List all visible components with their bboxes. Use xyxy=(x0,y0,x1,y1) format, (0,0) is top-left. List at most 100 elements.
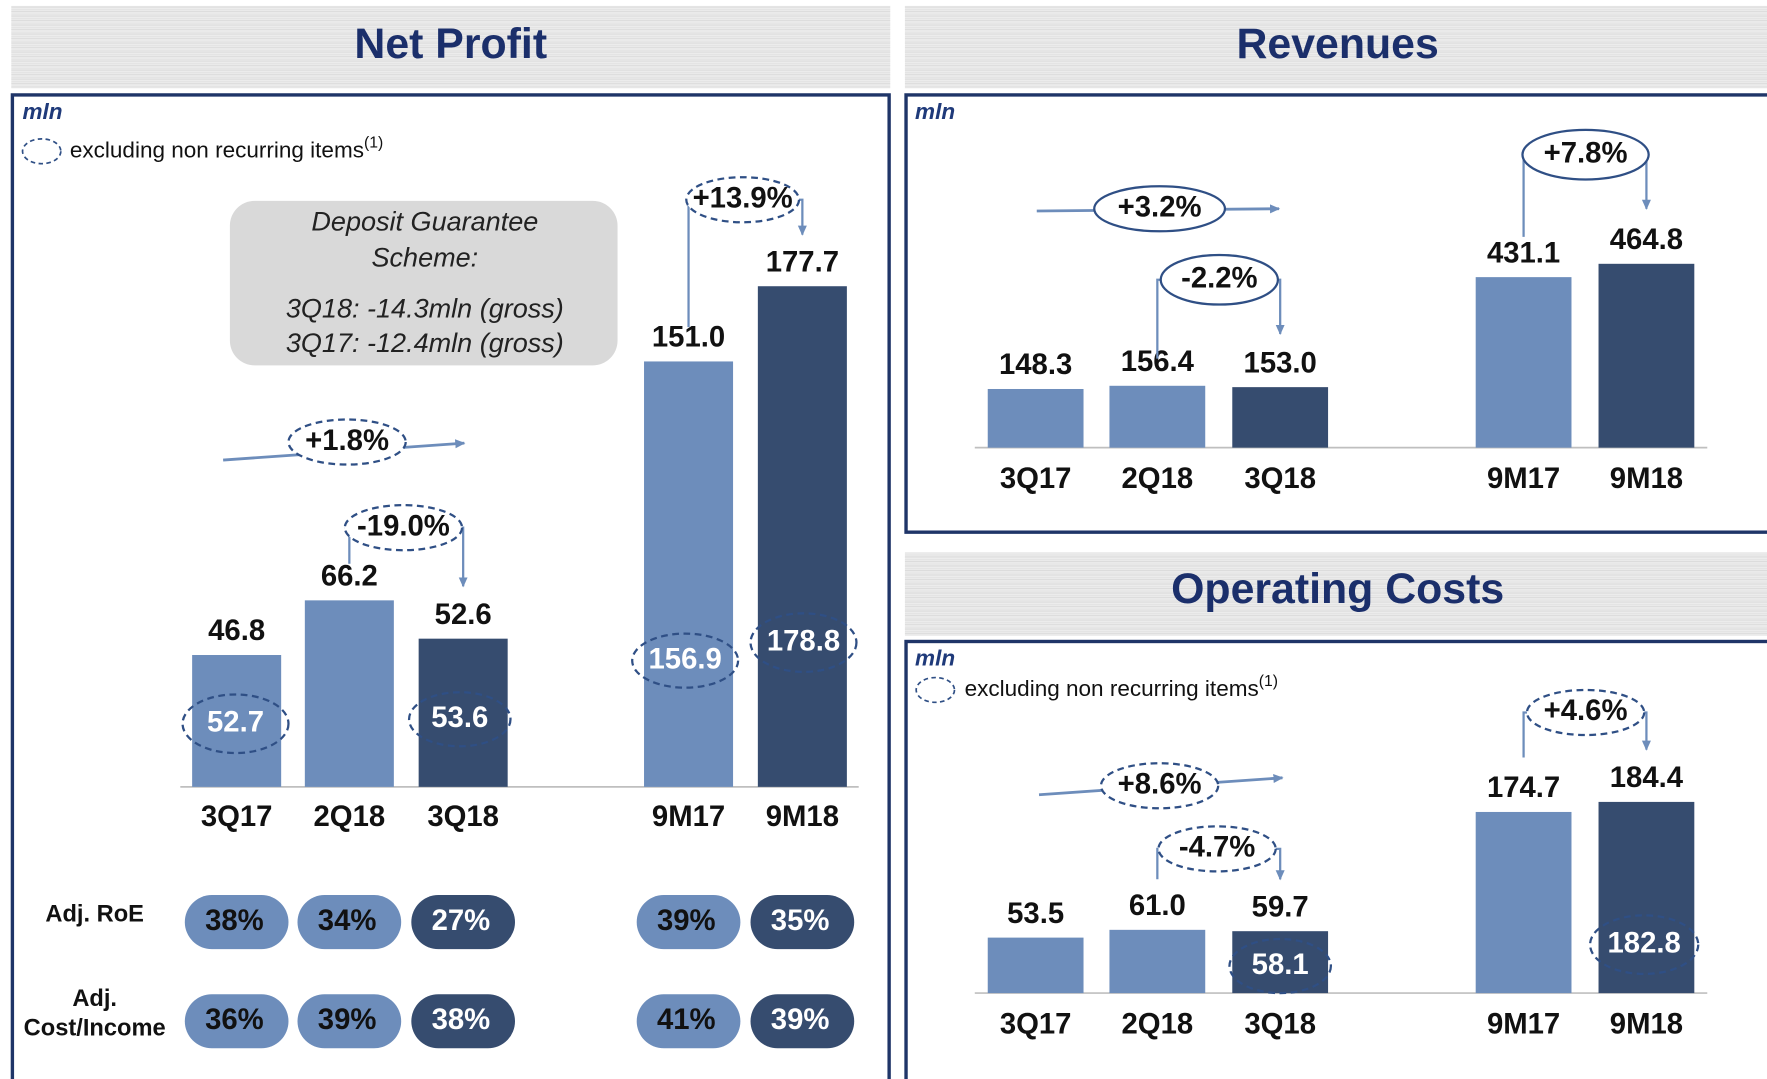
ratio-value: 39% xyxy=(657,904,716,937)
bar xyxy=(1232,387,1329,448)
adjusted-marker xyxy=(407,691,512,748)
growth-label: -2.2% xyxy=(1181,261,1258,294)
ratio-label: Adj. RoE xyxy=(45,902,144,928)
growth-bracket xyxy=(458,526,468,588)
bar xyxy=(987,937,1084,994)
ratio-pill xyxy=(411,994,515,1049)
value-label: 174.7 xyxy=(1487,771,1560,804)
adjusted-marker xyxy=(1588,914,1700,976)
growth-bubble xyxy=(1159,253,1280,306)
bar xyxy=(1109,929,1206,994)
ratio-pill xyxy=(636,994,741,1049)
growth-label: -4.7% xyxy=(1179,831,1256,864)
x-tick-label: 9M17 xyxy=(1487,462,1560,495)
value-label: 153.0 xyxy=(1244,346,1317,379)
bar xyxy=(1475,277,1572,448)
unit-label: mln xyxy=(915,645,955,670)
growth-label: +4.6% xyxy=(1544,694,1628,727)
adjusted-marker xyxy=(631,632,740,689)
adjusted-label: 156.9 xyxy=(649,642,722,675)
callout-text: 3Q18: -14.3mln (gross) xyxy=(286,293,564,323)
ratio-value: 39% xyxy=(318,1003,377,1036)
adjusted-marker xyxy=(749,612,858,674)
ratio-pill xyxy=(411,895,515,950)
x-tick-label: 9M18 xyxy=(1610,462,1683,495)
ratio-value: 34% xyxy=(318,904,377,937)
callout-text: Scheme: xyxy=(372,243,479,273)
panel xyxy=(904,93,1767,534)
growth-bubble xyxy=(1521,128,1650,181)
ratio-value: 41% xyxy=(657,1003,716,1036)
value-label: 148.3 xyxy=(999,348,1072,381)
adjusted-label: 178.8 xyxy=(767,624,840,657)
adjusted-label: 58.1 xyxy=(1252,948,1309,981)
bar xyxy=(987,388,1084,448)
value-label: 66.2 xyxy=(321,560,378,593)
x-tick-label: 3Q18 xyxy=(427,800,499,833)
growth-bracket xyxy=(1156,847,1159,880)
x-tick-label: 9M18 xyxy=(766,800,839,833)
ratio-label: Cost/Income xyxy=(24,1015,166,1041)
value-label: 61.0 xyxy=(1129,889,1186,922)
growth-bracket xyxy=(1522,153,1525,237)
growth-label: +3.2% xyxy=(1118,190,1202,223)
ratio-label: Adj. xyxy=(72,986,117,1012)
ratio-value: 36% xyxy=(205,1003,264,1036)
growth-label: +1.8% xyxy=(305,424,389,457)
ratio-pill xyxy=(297,895,402,950)
x-tick-label: 3Q17 xyxy=(1000,462,1072,495)
ratio-pill xyxy=(750,994,855,1049)
bar xyxy=(418,638,508,787)
note-text: excluding non recurring items xyxy=(965,676,1259,701)
note: excluding non recurring items(1) xyxy=(965,673,1278,701)
x-tick-label: 2Q18 xyxy=(1122,1007,1194,1040)
growth-bubble xyxy=(1099,762,1220,810)
growth-bracket xyxy=(797,198,807,236)
ratio-value: 39% xyxy=(771,1003,830,1036)
value-label: 59.7 xyxy=(1252,890,1309,923)
note-icon xyxy=(21,138,62,165)
chart-title: Net Profit xyxy=(354,20,547,68)
ratio-pill xyxy=(297,994,402,1049)
growth-bubble xyxy=(685,176,801,224)
unit-label: mln xyxy=(915,99,955,124)
growth-bracket xyxy=(1641,711,1651,751)
bar xyxy=(1109,385,1206,448)
x-tick-label: 9M17 xyxy=(652,800,725,833)
adjusted-marker xyxy=(1228,937,1333,995)
panel xyxy=(904,639,1767,1079)
note-text: excluding non recurring items xyxy=(70,137,364,162)
ratio-value: 38% xyxy=(432,1003,491,1036)
x-tick-label: 2Q18 xyxy=(1122,462,1194,495)
value-label: 177.7 xyxy=(766,245,839,278)
title-band xyxy=(904,5,1767,89)
chart-title: Revenues xyxy=(1237,20,1439,68)
adjusted-marker xyxy=(181,693,290,755)
growth-label: -19.0% xyxy=(357,509,450,542)
value-label: 184.4 xyxy=(1610,761,1684,794)
value-label: 53.5 xyxy=(1007,897,1064,930)
x-tick-label: 3Q17 xyxy=(1000,1007,1072,1040)
unit-label: mln xyxy=(23,99,63,124)
bar xyxy=(1598,801,1695,994)
ratio-pill xyxy=(750,895,855,950)
callout-box xyxy=(229,200,618,366)
x-tick-label: 3Q18 xyxy=(1244,1007,1316,1040)
ratio-pill xyxy=(184,994,289,1049)
bar xyxy=(1598,263,1695,448)
note-ref: (1) xyxy=(1259,673,1278,690)
growth-label: +8.6% xyxy=(1118,767,1202,800)
note-ref: (1) xyxy=(364,135,383,152)
ratio-pill xyxy=(184,895,289,950)
value-label: 46.8 xyxy=(208,614,265,647)
callout-text: 3Q17: -12.4mln (gross) xyxy=(286,328,564,358)
x-tick-label: 9M17 xyxy=(1487,1007,1560,1040)
growth-bubble xyxy=(1525,688,1646,737)
bar xyxy=(644,361,734,787)
growth-bubble xyxy=(343,504,464,552)
ratio-value: 38% xyxy=(205,904,264,937)
ratio-value: 27% xyxy=(432,904,491,937)
note: excluding non recurring items(1) xyxy=(70,135,383,163)
title-band xyxy=(904,552,1767,636)
adjusted-label: 52.7 xyxy=(207,705,264,738)
